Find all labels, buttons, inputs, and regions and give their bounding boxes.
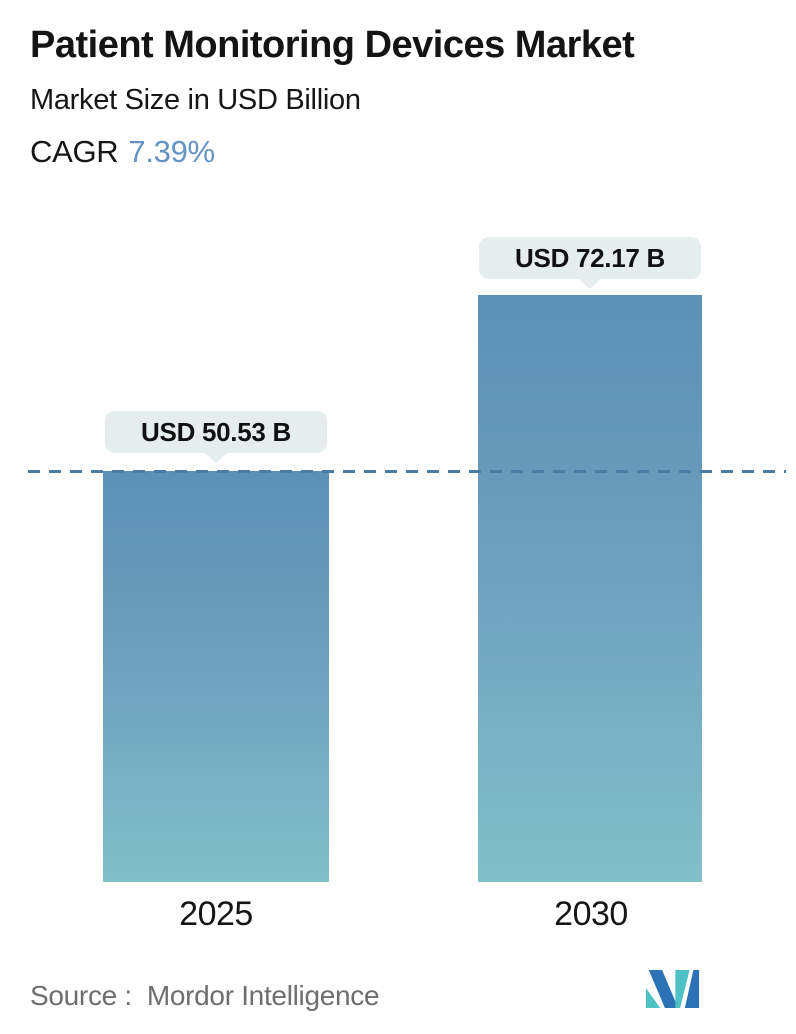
value-label-2025-text: USD 50.53 B xyxy=(141,416,291,447)
mordor-intelligence-logo xyxy=(645,970,700,1008)
cagr-label: CAGR xyxy=(30,134,119,169)
page-title: Patient Monitoring Devices Market xyxy=(30,24,635,66)
value-label-2030-text: USD 72.17 B xyxy=(515,242,665,273)
axis-label-2025: 2025 xyxy=(179,895,253,933)
cagr-value: 7.39% xyxy=(128,134,215,169)
chart-subtitle: Market Size in USD Billion xyxy=(30,84,361,116)
tooltip-pointer xyxy=(579,279,601,289)
bar-2025 xyxy=(103,471,329,882)
cagr-row: CAGR 7.39% xyxy=(30,134,215,170)
reference-dashed-line xyxy=(28,470,786,473)
axis-label-2030: 2030 xyxy=(554,895,628,933)
value-label-2025: USD 50.53 B xyxy=(105,411,327,463)
source-attribution: Source : Mordor Intelligence xyxy=(30,980,380,1011)
bar-2030 xyxy=(478,295,702,882)
tooltip-pointer xyxy=(205,453,227,463)
value-label-2030: USD 72.17 B xyxy=(479,237,701,289)
